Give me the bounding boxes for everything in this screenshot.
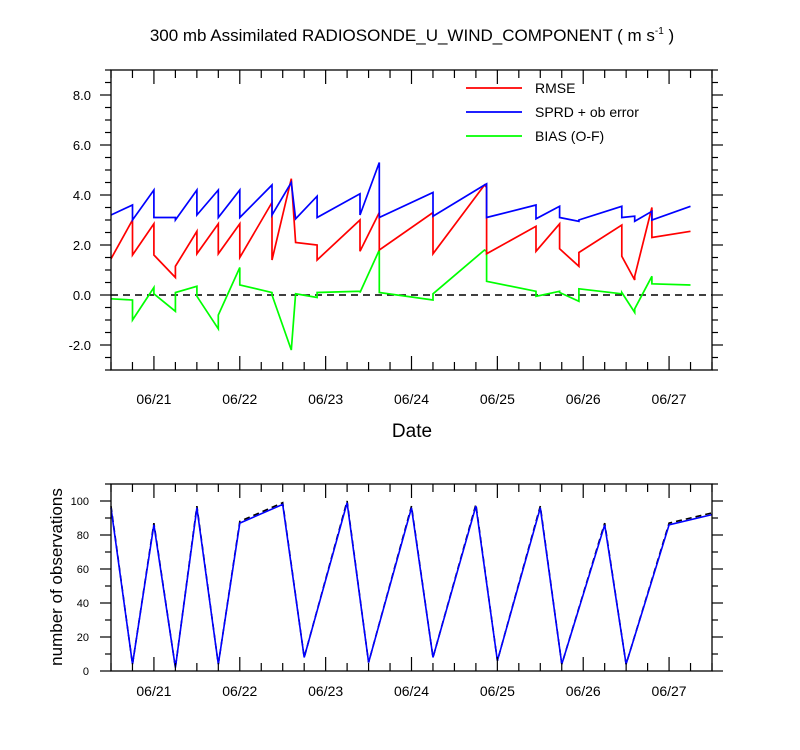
chart-title-main: 300 mb Assimilated RADIOSONDE_U_WIND_COM… xyxy=(150,26,655,45)
top-tick-marks xyxy=(100,69,723,371)
chart-title-end: ) xyxy=(664,26,674,45)
legend: RMSE SPRD + ob error BIAS (O-F) xyxy=(466,80,639,144)
legend-label: RMSE xyxy=(535,80,575,96)
x-tick-label: 06/25 xyxy=(480,391,515,407)
y-tick-label: 4.0 xyxy=(73,188,91,203)
x-tick-label: 06/27 xyxy=(652,683,687,699)
y-axis-title-observations: number of observations xyxy=(47,488,66,666)
y-tick-label: 100 xyxy=(71,496,89,508)
x-axis-title: Date xyxy=(392,421,432,442)
y-tick-label: 0.0 xyxy=(73,288,91,303)
top-series-group xyxy=(110,162,691,351)
chart-title: 300 mb Assimilated RADIOSONDE_U_WIND_COM… xyxy=(150,26,674,45)
y-tick-label: 0 xyxy=(83,666,89,678)
top-plot: -2.0 0.0 2.0 4.0 6.0 8.0 06/21 06/22 06/23 06/24… xyxy=(69,69,723,407)
x-tick-label: 06/23 xyxy=(308,683,343,699)
x-tick-label: 06/25 xyxy=(480,683,515,699)
bottom-series-group xyxy=(110,500,713,668)
series-line-assimilated xyxy=(110,502,713,668)
x-tick-label: 06/24 xyxy=(394,391,429,407)
x-tick-label: 06/23 xyxy=(308,391,343,407)
top-y-tick-labels: -2.0 0.0 2.0 4.0 6.0 8.0 xyxy=(69,88,91,353)
legend-label: BIAS (O-F) xyxy=(535,128,604,144)
y-tick-label: 80 xyxy=(77,530,89,542)
bottom-tick-marks xyxy=(100,483,723,672)
y-tick-label: 60 xyxy=(77,564,89,576)
series-line-sprd-ob-error xyxy=(110,162,691,223)
bottom-x-tick-labels: 06/21 06/22 06/23 06/24 06/25 06/26 06/27 xyxy=(136,683,686,699)
legend-label: SPRD + ob error xyxy=(535,104,639,120)
x-tick-label: 06/22 xyxy=(222,391,257,407)
y-tick-label: 40 xyxy=(77,598,89,610)
y-tick-label: 8.0 xyxy=(73,88,91,103)
x-tick-label: 06/21 xyxy=(136,683,171,699)
x-tick-label: 06/24 xyxy=(394,683,429,699)
x-tick-label: 06/21 xyxy=(136,391,171,407)
x-tick-label: 06/27 xyxy=(652,391,687,407)
y-tick-label: 20 xyxy=(77,632,89,644)
x-tick-label: 06/26 xyxy=(566,391,601,407)
y-tick-label: 6.0 xyxy=(73,138,91,153)
series-line-total xyxy=(110,500,713,668)
series-line-rmse xyxy=(110,178,691,281)
bottom-y-tick-labels: 0 20 40 60 80 100 xyxy=(71,496,89,678)
y-tick-label: 2.0 xyxy=(73,238,91,253)
chart-title-sup: -1 xyxy=(655,26,664,37)
x-tick-label: 06/26 xyxy=(566,683,601,699)
top-x-tick-labels: 06/21 06/22 06/23 06/24 06/25 06/26 06/27 xyxy=(136,391,686,407)
x-tick-label: 06/22 xyxy=(222,683,257,699)
series-line-bias-o-f xyxy=(110,248,691,351)
y-tick-label: -2.0 xyxy=(69,338,91,353)
